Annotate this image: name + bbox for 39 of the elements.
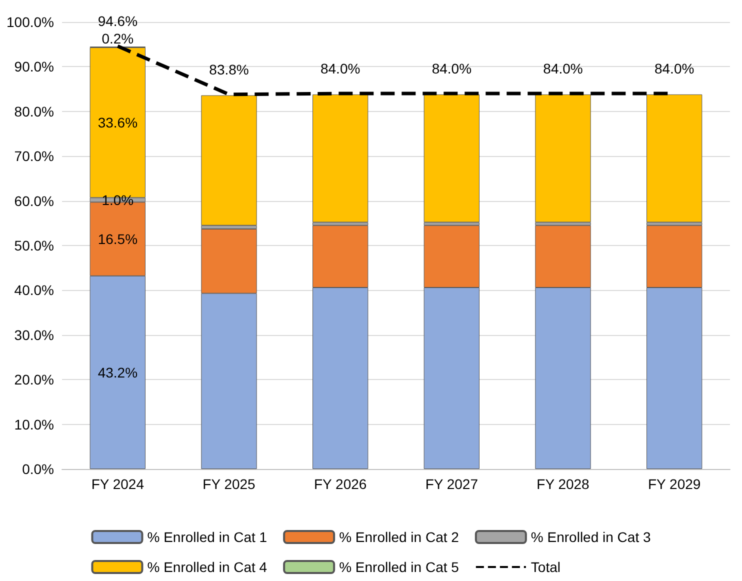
y-tick-label: 60.0%: [14, 192, 54, 209]
data-label: 1.0%: [102, 192, 134, 208]
data-label: 83.8%: [209, 61, 249, 78]
legend-label: % Enrolled in Cat 4: [147, 559, 268, 575]
y-tick-label: 80.0%: [14, 103, 54, 120]
data-label: 33.6%: [98, 114, 138, 131]
y-tick-label: 40.0%: [14, 282, 54, 298]
x-tick-label: FY 2025: [202, 476, 256, 492]
legend-label: % Enrolled in Cat 2: [339, 529, 460, 545]
legend-label: Total: [530, 559, 560, 575]
bar: [201, 95, 257, 226]
legend-label: % Enrolled in Cat 5: [339, 559, 460, 575]
data-label: 84.0%: [543, 60, 583, 77]
bar: [424, 94, 480, 222]
bar: [646, 94, 702, 222]
legend-label: % Enrolled in Cat 3: [530, 529, 651, 545]
data-label: 84.0%: [320, 60, 360, 77]
y-tick-label: 100.0%: [6, 14, 54, 30]
x-tick-label: FY 2024: [91, 476, 144, 492]
data-label: 84.0%: [432, 60, 472, 77]
y-tick-label: 70.0%: [14, 148, 54, 164]
y-tick-label: 0.0%: [22, 461, 54, 477]
data-label: 84.0%: [654, 60, 694, 77]
x-tick-label: FY 2029: [648, 476, 701, 492]
bar: [312, 94, 368, 222]
y-tick-label: 20.0%: [14, 372, 54, 388]
data-label: 16.5%: [98, 231, 138, 248]
x-tick-label: FY 2028: [536, 476, 590, 492]
data-label: 43.2%: [98, 364, 138, 380]
y-tick-label: 50.0%: [14, 238, 54, 254]
y-tick-label: 10.0%: [14, 416, 54, 432]
data-label: 0.2%: [102, 30, 134, 47]
x-tick-label: FY 2026: [314, 476, 367, 492]
bar: [535, 94, 591, 222]
legend-label: % Enrolled in Cat 1: [147, 529, 268, 545]
y-tick-label: 90.0%: [14, 58, 54, 75]
y-tick-label: 30.0%: [14, 326, 54, 343]
x-tick-label: FY 2027: [425, 476, 478, 492]
data-label: 94.6%: [98, 13, 138, 30]
